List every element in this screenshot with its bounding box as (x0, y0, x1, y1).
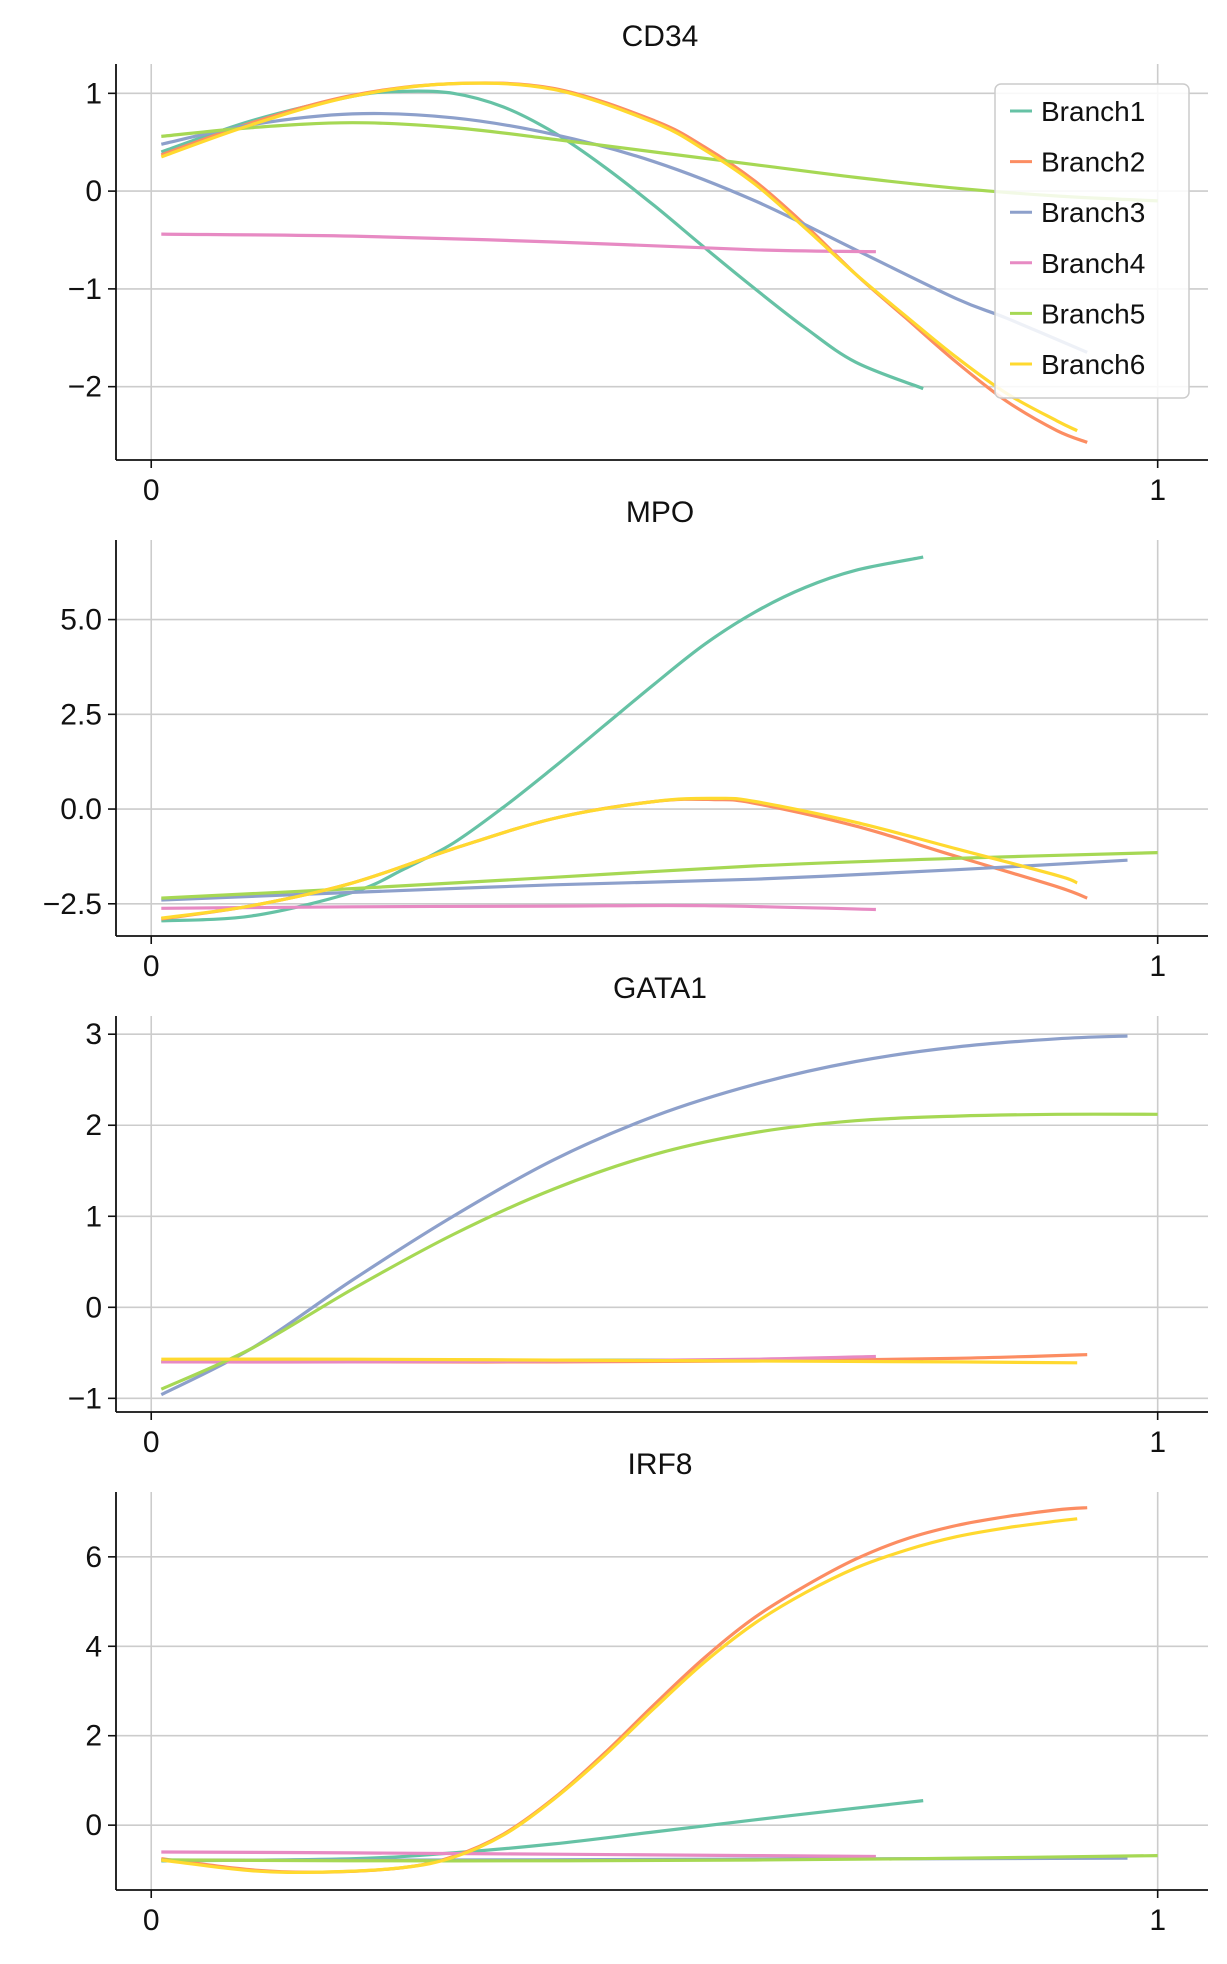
series-line-branch2 (160, 81, 1088, 444)
x-tick-label: 0 (143, 1426, 160, 1459)
series-line-branch1 (161, 555, 924, 923)
y-tick-label: 1 (85, 77, 102, 110)
x-tick-label: 1 (1149, 1426, 1166, 1459)
x-tick-label: 1 (1149, 950, 1166, 983)
plot-area: 6 4 2 0 0 1 (85, 1492, 1208, 1937)
y-tick-label: 2.5 (60, 698, 102, 731)
panel-mpo: MPO 5.0 2.5 0.0 −2.5 0 1 (43, 496, 1208, 983)
legend: Branch1 Branch2 Branch3 Branch4 Branch5 … (994, 83, 1190, 399)
x-tick-label: 0 (143, 474, 160, 507)
series-line-branch5 (161, 121, 1158, 203)
series-line-branch4 (161, 903, 876, 912)
panel-cd34: CD34 1 0 −1 −2 0 1 Branch1 Branch2 Branch3 Br… (68, 20, 1208, 507)
y-tick-label: 4 (85, 1630, 102, 1663)
legend-label: Branch6 (1041, 349, 1145, 380)
legend-label: Branch1 (1041, 96, 1145, 127)
y-tick-label: −1 (68, 1382, 102, 1415)
series-line-branch6 (161, 796, 1078, 920)
series-line-branch6 (161, 1357, 1078, 1365)
series-line-branch3 (161, 858, 1128, 902)
y-tick-label: −1 (68, 273, 102, 306)
x-tick-label: 0 (143, 950, 160, 983)
series-line-branch3 (160, 1034, 1128, 1397)
legend-label: Branch5 (1041, 298, 1145, 329)
y-tick-label: 1 (85, 1200, 102, 1233)
series-line-branch4 (161, 232, 876, 254)
plot-area: 3 2 1 0 −1 0 1 (68, 1016, 1208, 1459)
y-tick-label: 3 (85, 1018, 102, 1051)
plot-area: 5.0 2.5 0.0 −2.5 0 1 (43, 540, 1208, 983)
series-line-branch6 (160, 81, 1078, 433)
series-line-branch6 (161, 1517, 1078, 1875)
y-tick-label: 0 (85, 1291, 102, 1324)
y-tick-label: 5.0 (60, 604, 102, 637)
y-tick-label: 0 (85, 175, 102, 208)
series-line-branch5 (161, 851, 1158, 900)
y-tick-label: 0.0 (60, 793, 102, 826)
plot-area: 1 0 −1 −2 0 1 (68, 64, 1208, 507)
y-tick-label: 0 (85, 1809, 102, 1842)
panel-irf8: IRF8 6 4 2 0 0 1 (85, 1448, 1208, 1937)
y-tick-label: −2.5 (43, 888, 102, 921)
x-tick-label: 1 (1149, 1904, 1166, 1937)
series-line-branch2 (161, 1506, 1088, 1874)
panel-gata1: GATA1 3 2 1 0 −1 0 1 (68, 972, 1208, 1459)
series-line-branch5 (161, 1854, 1158, 1863)
legend-label: Branch4 (1041, 248, 1145, 279)
y-tick-label: 6 (85, 1541, 102, 1574)
legend-label: Branch3 (1041, 197, 1145, 228)
series-line-branch5 (160, 1112, 1158, 1391)
panel-title: CD34 (622, 20, 699, 53)
x-tick-label: 0 (143, 1904, 160, 1937)
x-tick-label: 1 (1149, 474, 1166, 507)
legend-frame (994, 83, 1190, 399)
panel-title: GATA1 (613, 972, 707, 1005)
y-tick-label: 2 (85, 1720, 102, 1753)
series-line-branch4 (161, 1850, 876, 1859)
y-tick-label: −2 (68, 371, 102, 404)
series-line-branch1 (160, 89, 924, 391)
y-tick-label: 2 (85, 1109, 102, 1142)
series-line-branch3 (160, 111, 1088, 354)
panel-title: MPO (626, 496, 694, 529)
legend-label: Branch2 (1041, 147, 1145, 178)
panel-title: IRF8 (627, 1448, 692, 1481)
